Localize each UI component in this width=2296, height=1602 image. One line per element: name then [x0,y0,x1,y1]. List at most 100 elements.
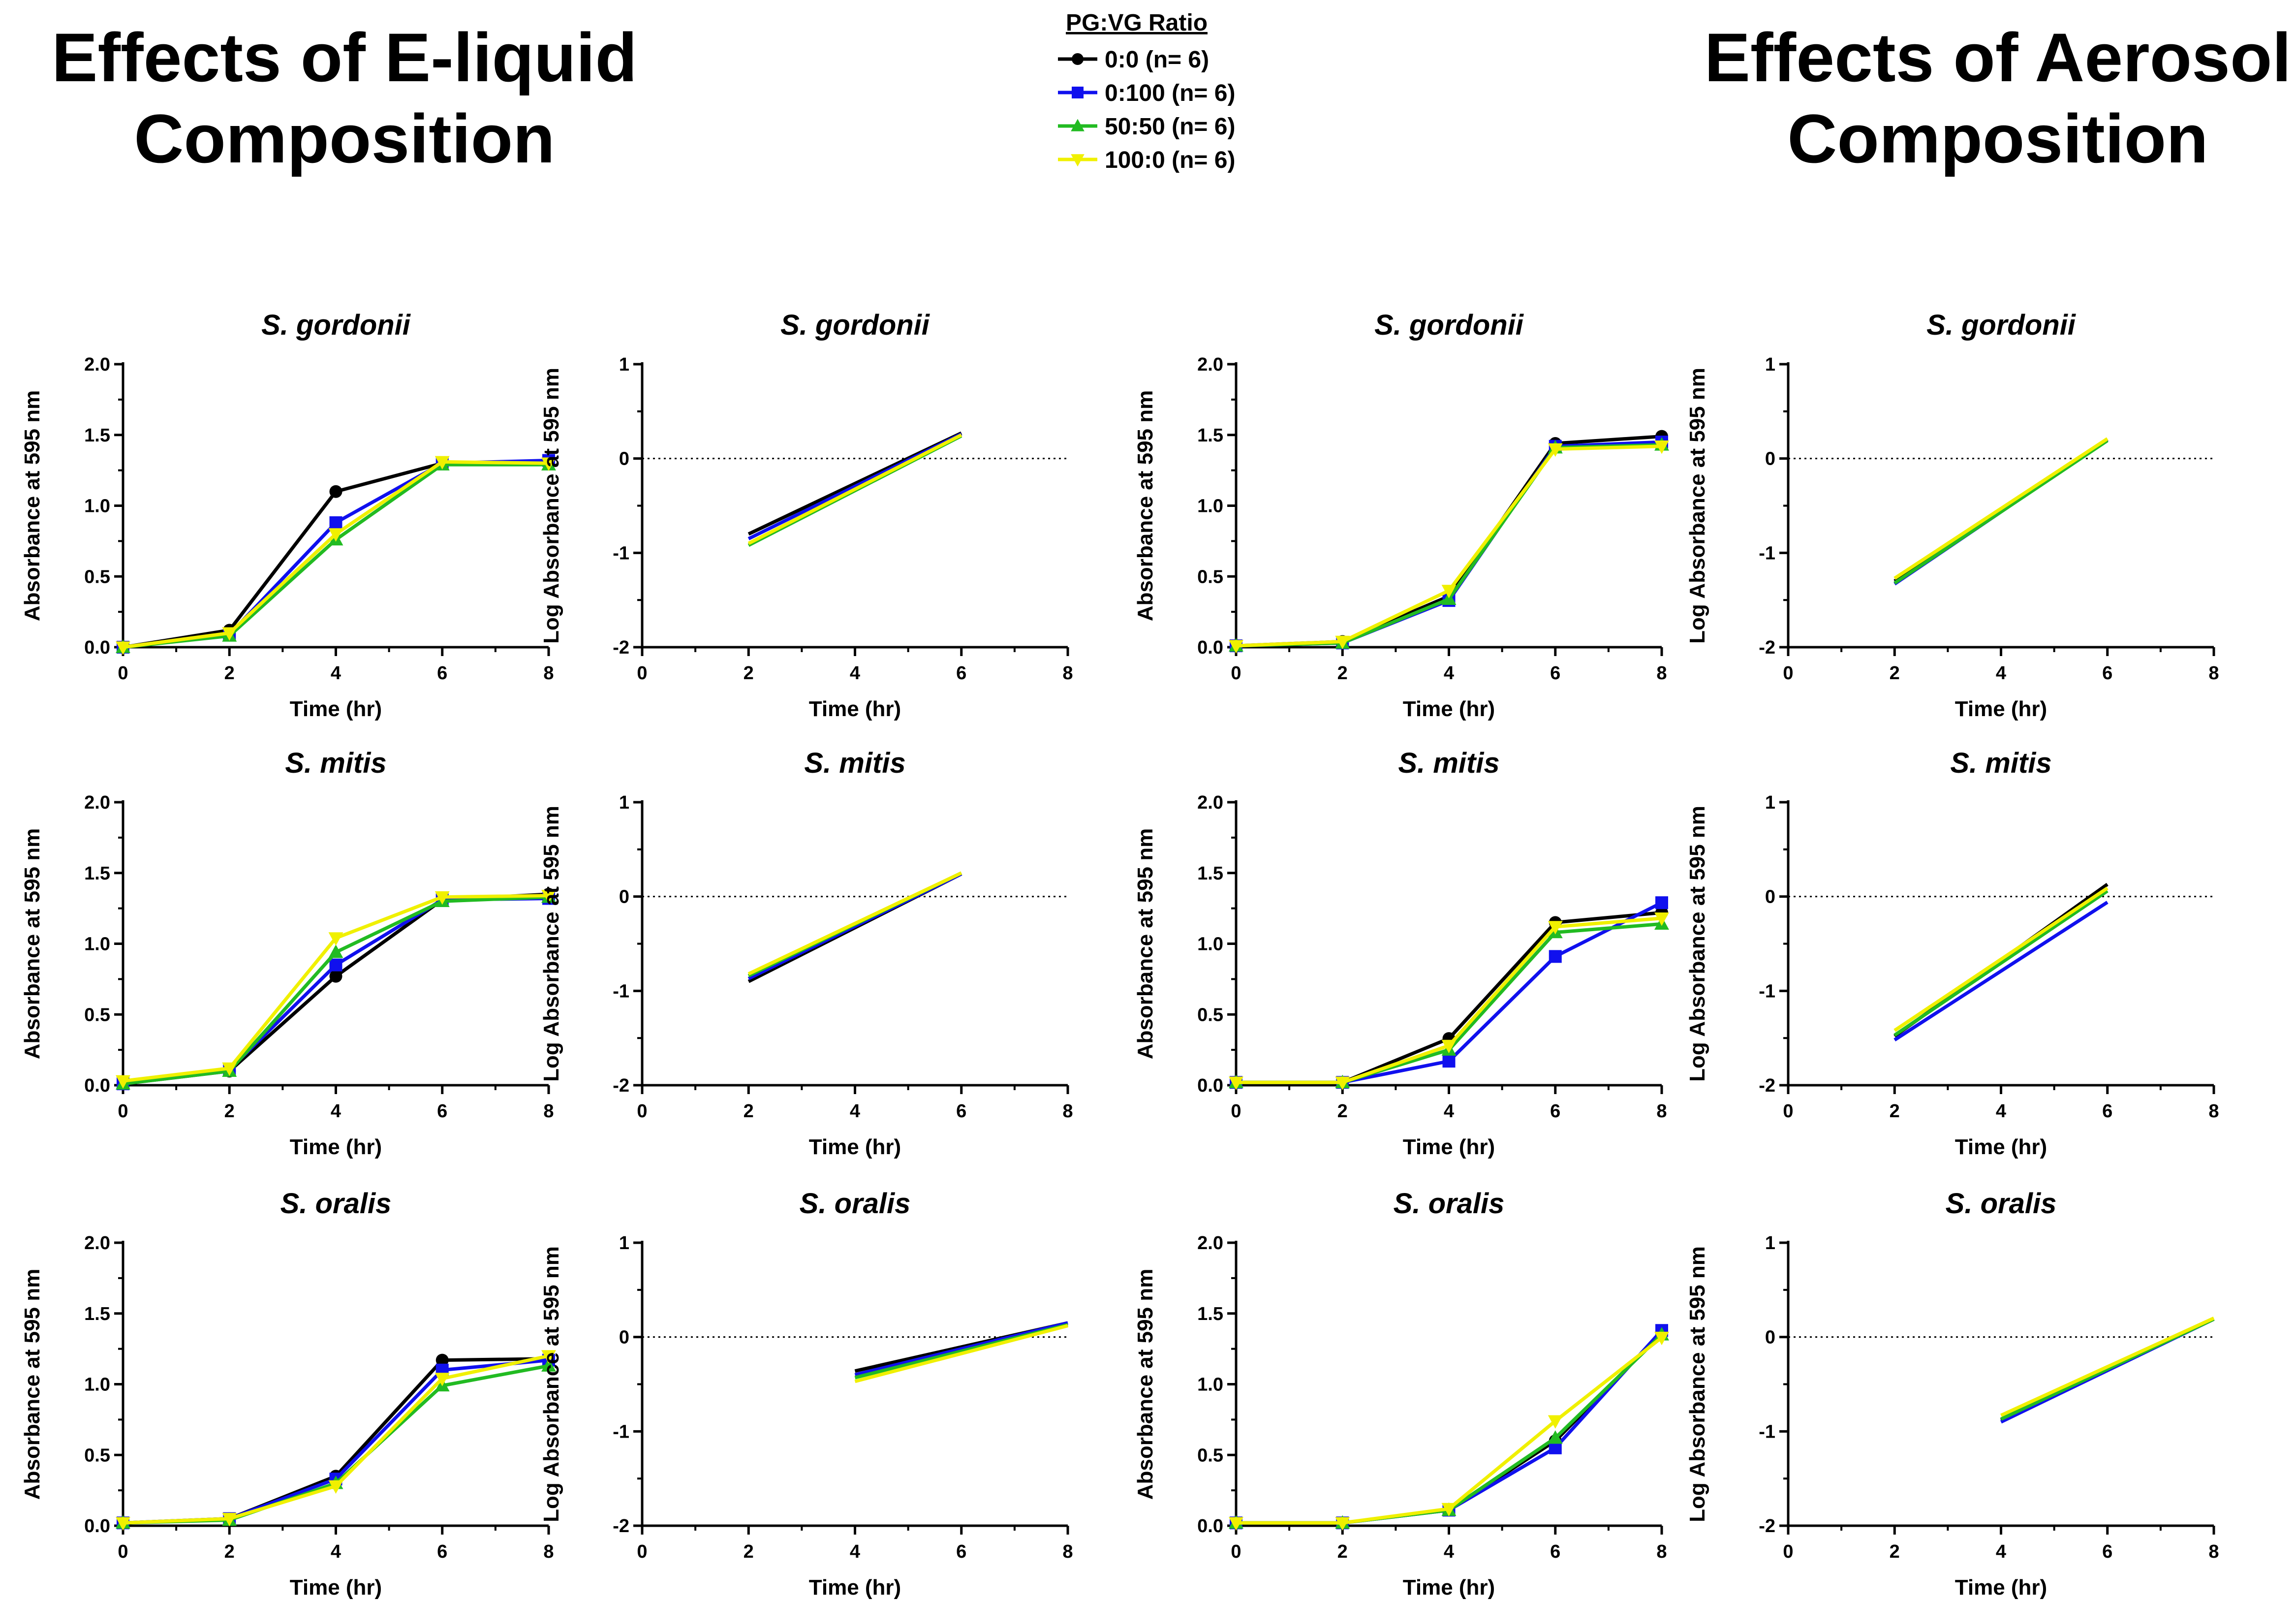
y-tick-label: -1 [613,1421,629,1442]
x-tick-label: 6 [437,1101,447,1122]
x-tick-label: 4 [1444,1541,1454,1562]
x-axis-label: Time (hr) [1403,1575,1495,1600]
x-tick-label: 2 [1890,663,1900,684]
data-point [434,891,450,905]
x-tick-label: 4 [850,663,860,684]
data-point [329,516,342,529]
y-tick-label: 0 [619,887,629,908]
x-tick-label: 8 [543,1541,554,1562]
y-tick-label: 2.0 [1197,792,1223,813]
x-tick-label: 8 [1656,1541,1667,1562]
series-line-2 [1893,439,2109,585]
y-tick-label: 2.0 [1197,354,1223,375]
x-tick-label: 0 [1231,1541,1241,1562]
y-tick-label: 1.0 [1197,1375,1223,1395]
y-axis-label: Absorbance at 595 nm [1133,828,1157,1060]
y-tick-label: 1.0 [84,934,110,955]
panel-title: S. oralis [1394,1188,1505,1220]
y-tick-label: 0 [619,1327,629,1348]
y-tick-label: -1 [1759,543,1775,564]
legend-marker-3 [1071,154,1085,167]
x-tick-label: 8 [2208,1101,2219,1122]
x-axis-label: Time (hr) [1955,1135,2047,1159]
y-tick-label: 0.0 [1197,1075,1223,1096]
y-axis-label: Log Absorbance at 595 nm [1685,368,1709,644]
x-tick-label: 0 [118,1541,128,1562]
y-tick-label: 1.5 [84,425,110,446]
x-axis-label: Time (hr) [809,1135,901,1159]
y-tick-label: 1.5 [1197,1304,1223,1324]
y-tick-label: -1 [1759,1421,1775,1442]
x-tick-label: 4 [331,1101,341,1122]
legend-marker-1 [1072,87,1084,98]
x-tick-label: 2 [744,1541,754,1562]
data-point [434,1373,450,1386]
legend-marker-2 [1071,119,1085,131]
panel-3: S. gordonii 0 2 4 6 8 0.0 0.5 1.0 1.5 2.0 Time (hr)… [1133,309,1669,721]
data-point [222,627,237,641]
x-tick-label: 0 [1231,1101,1241,1122]
data-point [222,1512,237,1527]
x-tick-label: 2 [1890,1101,1900,1122]
x-tick-label: 2 [224,663,235,684]
x-tick-label: 2 [1337,1541,1348,1562]
y-tick-label: 0 [1765,887,1775,908]
y-tick-label: 1.5 [1197,863,1223,884]
y-tick-label: 1.0 [1197,934,1223,955]
y-axis-label: Absorbance at 595 nm [1133,1269,1157,1500]
panel-1: S. gordonii 0 2 4 6 8 0.0 0.5 1.0 1.5 2.0 Time (hr)… [20,309,556,721]
y-tick-label: 1.0 [84,1375,110,1395]
x-axis-label: Time (hr) [809,697,901,721]
x-tick-label: 4 [331,1541,341,1562]
y-axis-label: Log Absorbance at 595 nm [539,806,563,1082]
y-axis-label: Absorbance at 595 nm [20,390,44,622]
y-axis-label: Absorbance at 595 nm [1133,390,1157,622]
data-point [1335,635,1350,650]
panel-2: S. gordonii 0 2 4 6 8 -2 -1 0 1 Time (hr) Log Absor… [539,309,1073,721]
y-tick-label: 0.5 [1197,1005,1223,1025]
x-tick-label: 2 [1337,663,1348,684]
x-tick-label: 8 [1062,1101,1073,1122]
x-tick-label: 0 [1231,663,1241,684]
x-tick-label: 6 [1550,663,1560,684]
series-line-3 [2000,1317,2215,1417]
y-tick-label: -2 [1759,1075,1775,1096]
panel-12: S. oralis 0 2 4 6 8 -2 -1 0 1 Time (hr) Log Absorba… [1685,1188,2219,1600]
data-point [329,958,342,972]
data-point [329,970,342,983]
y-tick-label: 1.0 [84,496,110,517]
y-axis-label: Log Absorbance at 595 nm [1685,806,1709,1082]
x-tick-label: 8 [2208,1541,2219,1562]
y-tick-label: -2 [613,1516,629,1537]
x-tick-label: 8 [1062,1541,1073,1562]
y-tick-label: 0.5 [1197,1445,1223,1466]
series-line-3 [1893,437,2109,580]
data-point [1335,1517,1350,1531]
x-axis-label: Time (hr) [290,697,382,721]
data-point [116,641,130,655]
legend-title: PG:VG Ratio [1066,10,1208,36]
x-tick-label: 0 [637,1101,647,1122]
legend-marker-0 [1072,53,1084,65]
data-point [328,528,343,542]
y-tick-label: 0.0 [1197,1516,1223,1537]
data-point [435,1353,449,1367]
series-line-1 [854,1321,1068,1377]
data-point [116,1517,130,1531]
y-tick-label: 0.5 [84,1445,110,1466]
panel-title: S. oralis [800,1188,911,1220]
y-tick-label: 0 [619,449,629,470]
y-tick-label: 0 [1765,449,1775,470]
panel-9: S. oralis 0 2 4 6 8 0.0 0.5 1.0 1.5 2.0 Time (hr) Ab… [20,1188,556,1600]
x-tick-label: 0 [1783,1101,1793,1122]
y-axis-label: Absorbance at 595 nm [20,1269,44,1500]
x-tick-label: 4 [1444,663,1454,684]
legend-label-0: 0:0 (n= 6) [1105,47,1209,73]
panel-4: S. gordonii 0 2 4 6 8 -2 -1 0 1 Time (hr) Log Absor… [1685,309,2219,721]
data-point [541,890,556,904]
y-tick-label: 1.5 [84,1304,110,1324]
data-point [1654,1331,1669,1346]
panel-11: S. oralis 0 2 4 6 8 0.0 0.5 1.0 1.5 2.0 Time (hr) Ab… [1133,1188,1669,1600]
y-tick-label: 0.0 [1197,637,1223,658]
y-tick-label: -2 [613,1075,629,1096]
